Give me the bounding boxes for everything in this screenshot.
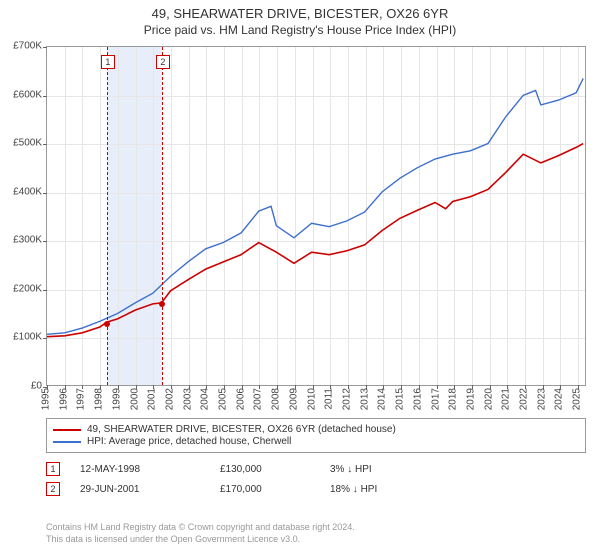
x-tick-label: 2019 xyxy=(465,388,476,410)
footer-line: Contains HM Land Registry data © Crown c… xyxy=(46,522,586,534)
y-tick-mark xyxy=(43,144,47,145)
x-tick-label: 1997 xyxy=(76,388,87,410)
legend-row: 49, SHEARWATER DRIVE, BICESTER, OX26 6YR… xyxy=(53,424,579,435)
y-tick-label: £100K xyxy=(13,332,42,343)
y-tick-mark xyxy=(43,290,47,291)
sale-marker-box: 2 xyxy=(156,55,170,69)
price-dot xyxy=(104,321,110,327)
y-tick-mark xyxy=(43,96,47,97)
x-tick-label: 2000 xyxy=(129,388,140,410)
sale-date: 29-JUN-2001 xyxy=(80,484,200,495)
y-tick-label: £200K xyxy=(13,283,42,294)
sales-table: 1 12-MAY-1998 £130,000 3% ↓ HPI 2 29-JUN… xyxy=(46,459,586,499)
x-tick-label: 2020 xyxy=(483,388,494,410)
x-tick-label: 2017 xyxy=(430,388,441,410)
sale-marker: 2 xyxy=(46,482,60,496)
sale-price: £170,000 xyxy=(220,484,310,495)
sale-marker-box: 1 xyxy=(101,55,115,69)
y-tick-mark xyxy=(43,193,47,194)
x-tick-label: 1999 xyxy=(111,388,122,410)
y-tick-label: £700K xyxy=(13,41,42,52)
footer-line: This data is licensed under the Open Gov… xyxy=(46,534,586,546)
series-svg xyxy=(47,47,585,385)
sale-marker-line xyxy=(107,47,108,385)
y-tick-mark xyxy=(43,47,47,48)
sale-marker: 1 xyxy=(46,462,60,476)
x-tick-label: 2014 xyxy=(377,388,388,410)
footer: Contains HM Land Registry data © Crown c… xyxy=(46,522,586,545)
legend: 49, SHEARWATER DRIVE, BICESTER, OX26 6YR… xyxy=(46,418,586,499)
legend-label: 49, SHEARWATER DRIVE, BICESTER, OX26 6YR… xyxy=(87,424,396,435)
x-tick-label: 2024 xyxy=(554,388,565,410)
y-axis: £0£100K£200K£300K£400K£500K£600K£700K xyxy=(0,46,46,386)
x-tick-label: 2025 xyxy=(572,388,583,410)
sale-price: £130,000 xyxy=(220,464,310,475)
sale-delta: 18% ↓ HPI xyxy=(330,484,450,495)
legend-swatch xyxy=(53,429,81,431)
x-tick-label: 2002 xyxy=(164,388,175,410)
sale-delta: 3% ↓ HPI xyxy=(330,464,450,475)
x-tick-label: 2001 xyxy=(147,388,158,410)
x-tick-label: 2010 xyxy=(306,388,317,410)
x-tick-label: 2015 xyxy=(395,388,406,410)
x-tick-label: 2022 xyxy=(519,388,530,410)
price-dot xyxy=(159,301,165,307)
legend-box: 49, SHEARWATER DRIVE, BICESTER, OX26 6YR… xyxy=(46,418,586,453)
x-tick-label: 1995 xyxy=(41,388,52,410)
sales-row: 2 29-JUN-2001 £170,000 18% ↓ HPI xyxy=(46,479,586,499)
chart-subtitle: Price paid vs. HM Land Registry's House … xyxy=(0,23,600,37)
series-hpi xyxy=(47,78,583,334)
plot-area: 12 xyxy=(46,46,586,386)
x-tick-label: 2023 xyxy=(536,388,547,410)
legend-swatch xyxy=(53,441,81,443)
x-tick-label: 2011 xyxy=(324,388,335,410)
title-block: 49, SHEARWATER DRIVE, BICESTER, OX26 6YR… xyxy=(0,0,600,37)
x-tick-label: 2007 xyxy=(253,388,264,410)
x-tick-label: 2018 xyxy=(448,388,459,410)
x-tick-label: 2013 xyxy=(359,388,370,410)
chart-title: 49, SHEARWATER DRIVE, BICESTER, OX26 6YR xyxy=(0,6,600,21)
legend-row: HPI: Average price, detached house, Cher… xyxy=(53,436,579,447)
legend-label: HPI: Average price, detached house, Cher… xyxy=(87,436,291,447)
sales-row: 1 12-MAY-1998 £130,000 3% ↓ HPI xyxy=(46,459,586,479)
x-tick-label: 1996 xyxy=(58,388,69,410)
x-tick-label: 2016 xyxy=(412,388,423,410)
sale-marker-line xyxy=(162,47,163,385)
x-tick-label: 2003 xyxy=(182,388,193,410)
y-tick-label: £500K xyxy=(13,138,42,149)
x-tick-label: 1998 xyxy=(94,388,105,410)
x-tick-label: 2012 xyxy=(341,388,352,410)
x-tick-label: 2006 xyxy=(235,388,246,410)
chart-container: 49, SHEARWATER DRIVE, BICESTER, OX26 6YR… xyxy=(0,0,600,560)
y-tick-mark xyxy=(43,241,47,242)
x-tick-label: 2021 xyxy=(501,388,512,410)
y-tick-mark xyxy=(43,338,47,339)
x-tick-label: 2008 xyxy=(271,388,282,410)
x-tick-label: 2004 xyxy=(200,388,211,410)
y-tick-label: £300K xyxy=(13,235,42,246)
y-tick-label: £600K xyxy=(13,89,42,100)
sale-date: 12-MAY-1998 xyxy=(80,464,200,475)
x-tick-label: 2005 xyxy=(218,388,229,410)
y-tick-label: £400K xyxy=(13,186,42,197)
x-tick-label: 2009 xyxy=(288,388,299,410)
